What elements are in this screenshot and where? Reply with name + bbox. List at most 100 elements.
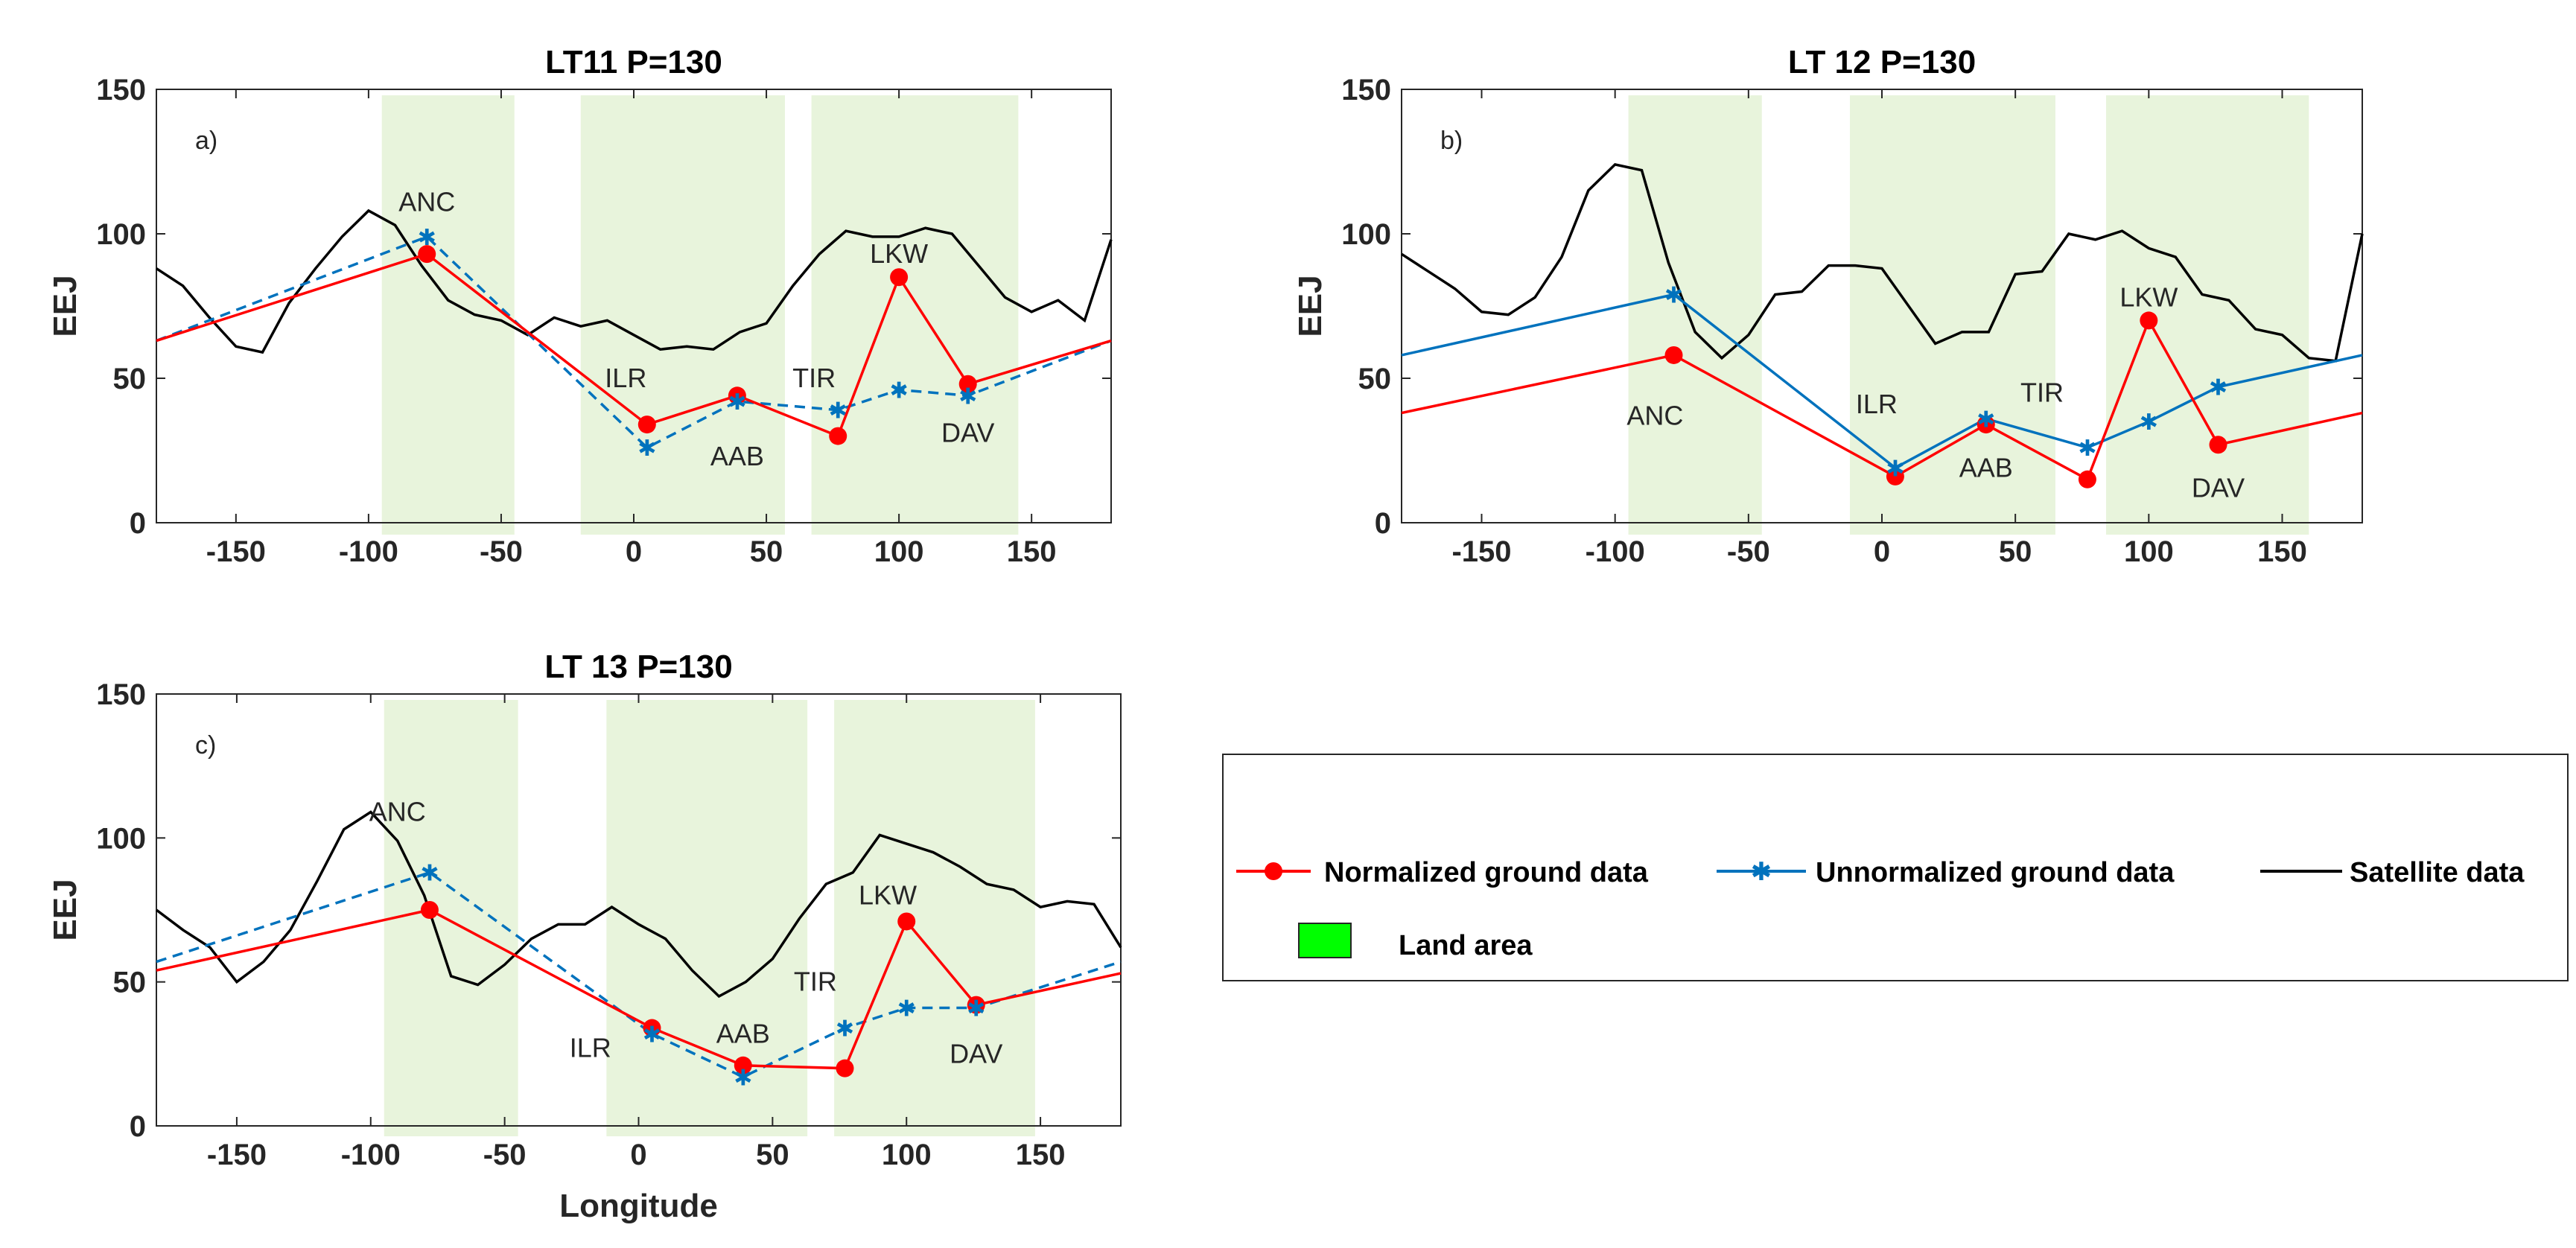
y-axis-label: EEJ <box>1292 275 1329 337</box>
land-area <box>580 95 785 535</box>
normalized-point <box>734 1056 752 1075</box>
station-label-lkw: LKW <box>859 880 917 911</box>
y-tick-label: 150 <box>96 74 146 106</box>
normalized-point <box>2140 311 2158 330</box>
panel-b: -150 -100 -50 0 50 100 150 0 50 100 150 LT 12 P=130… <box>1292 44 2364 568</box>
y-tick-label: 100 <box>96 218 146 251</box>
y-tick-label: 0 <box>1375 507 1391 540</box>
y-tick-label: 0 <box>130 507 146 540</box>
x-tick-label: -100 <box>1586 535 1645 568</box>
normalized-point <box>1886 467 1904 485</box>
station-label-lkw: LKW <box>870 238 928 269</box>
x-tick-label: -50 <box>483 1139 527 1171</box>
normalized-point <box>728 386 746 405</box>
land-area <box>606 700 808 1136</box>
x-tick-label: -150 <box>206 535 266 568</box>
unnormalized-point: ✱ <box>2140 410 2158 435</box>
x-tick-label: -100 <box>341 1139 401 1171</box>
land-area <box>834 700 1035 1136</box>
x-tick-label: 50 <box>750 535 783 568</box>
station-label-ilr: ILR <box>1856 389 1898 419</box>
x-tick-label: 100 <box>2124 535 2174 568</box>
normalized-point <box>829 427 847 445</box>
normalized-point <box>643 1019 661 1037</box>
unnormalized-point: ✱ <box>1886 456 1904 481</box>
station-label-dav: DAV <box>2192 472 2245 503</box>
x-tick-label: -50 <box>1727 535 1770 568</box>
legend-unnormalized-marker: ✱ <box>1751 858 1772 886</box>
x-axis-label: Longitude <box>559 1188 718 1224</box>
normalized-point <box>1976 416 1995 434</box>
y-tick-label: 0 <box>130 1110 146 1143</box>
unnormalized-point: ✱ <box>728 390 746 415</box>
land-area <box>1628 95 1762 535</box>
normalized-point <box>897 912 916 931</box>
station-label-anc: ANC <box>398 186 455 217</box>
normalized-line <box>156 908 1122 1070</box>
normalized-line <box>156 252 1112 438</box>
x-tick-label: 150 <box>2257 535 2307 568</box>
satellite-line <box>156 208 1113 354</box>
panel-title: LT 12 P=130 <box>1788 44 1976 80</box>
unnormalized-point: ✱ <box>829 399 847 424</box>
legend-land-swatch <box>1298 923 1352 958</box>
land-area <box>381 95 515 535</box>
unnormalized-point: ✱ <box>643 1022 661 1047</box>
legend: Normalized ground data ✱ Unnormalized gr… <box>1222 754 2569 981</box>
unnormalized-point: ✱ <box>967 996 985 1021</box>
y-tick-label: 50 <box>113 967 147 999</box>
unnormalized-point: ✱ <box>420 862 439 886</box>
station-label-tir: TIR <box>2020 377 2064 407</box>
x-tick-label: -50 <box>480 535 523 568</box>
land-area <box>384 700 518 1136</box>
y-tick-label: 50 <box>113 363 147 395</box>
normalized-point <box>420 901 439 919</box>
x-tick-label: 100 <box>874 535 924 568</box>
unnormalized-point: ✱ <box>836 1017 854 1042</box>
legend-normalized-label: Normalized ground data <box>1324 857 1649 888</box>
x-tick-label: 150 <box>1016 1139 1066 1171</box>
y-tick-label: 50 <box>1358 363 1392 395</box>
satellite-line <box>155 810 1122 999</box>
panel-a: -150 -100 -50 0 50 100 150 0 50 100 150 LT11 P=130 a… <box>47 44 1113 568</box>
y-axis-label: EEJ <box>47 879 83 940</box>
station-label-dav: DAV <box>941 418 994 448</box>
station-label-anc: ANC <box>1626 400 1683 430</box>
unnormalized-point: ✱ <box>734 1066 752 1090</box>
x-tick-label: -150 <box>207 1139 267 1171</box>
normalized-point <box>418 245 436 264</box>
x-tick-label: 0 <box>630 1139 646 1171</box>
station-label-tir: TIR <box>794 967 837 997</box>
station-label-anc: ANC <box>369 797 426 827</box>
unnormalized-line <box>156 870 1122 1079</box>
unnormalized-line <box>156 235 1112 450</box>
unnormalized-point: ✱ <box>418 226 436 250</box>
normalized-point <box>836 1059 854 1077</box>
station-label-ilr: ILR <box>605 363 646 393</box>
x-tick-label: -100 <box>339 535 398 568</box>
panel-title: LT11 P=130 <box>545 44 722 80</box>
unnormalized-point: ✱ <box>2078 436 2096 461</box>
station-label-dav: DAV <box>950 1038 1002 1069</box>
normalized-point <box>958 375 977 393</box>
x-tick-label: 50 <box>756 1139 789 1171</box>
unnormalized-point: ✱ <box>958 384 977 409</box>
panel-label: c) <box>195 731 216 760</box>
unnormalized-point: ✱ <box>1664 283 1683 308</box>
legend-normalized-marker <box>1265 862 1282 880</box>
x-tick-label: -150 <box>1451 535 1511 568</box>
land-area <box>1850 95 2055 535</box>
legend-unnormalized-label: Unnormalized ground data <box>1816 857 2175 888</box>
panel-title: LT 13 P=130 <box>544 649 732 685</box>
legend-satellite-label: Satellite data <box>2350 857 2525 888</box>
y-tick-label: 100 <box>1341 218 1391 251</box>
legend-land-label: Land area <box>1399 930 1533 961</box>
unnormalized-point: ✱ <box>897 996 916 1021</box>
satellite-line <box>1401 162 2364 363</box>
x-tick-label: 0 <box>626 535 642 568</box>
normalized-line <box>1401 317 2363 482</box>
y-tick-label: 150 <box>96 678 146 711</box>
legend-box <box>1222 754 2569 981</box>
normalized-point <box>1664 346 1683 364</box>
